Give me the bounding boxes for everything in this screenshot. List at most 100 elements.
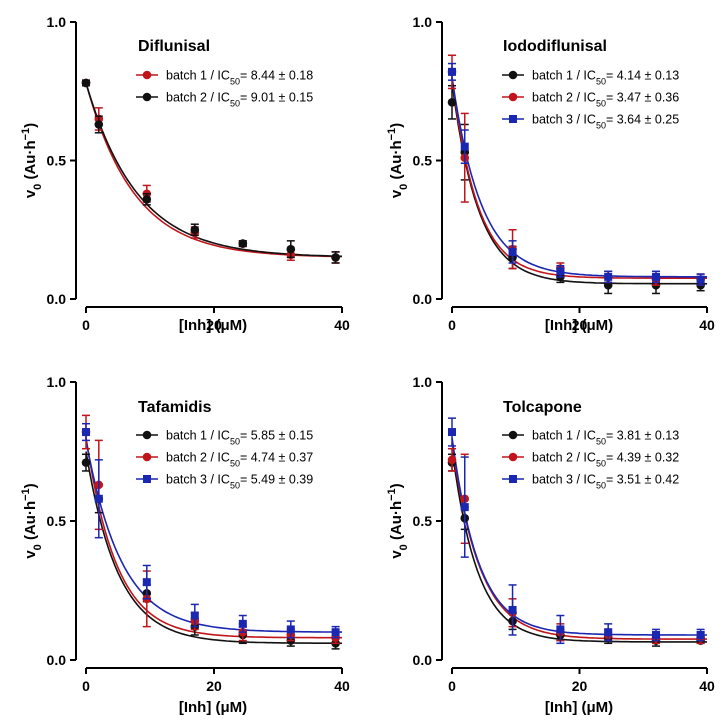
legend-label: batch 1 / IC50= 3.81 ± 0.13 [532, 429, 679, 447]
panel-title: Tafamidis [138, 399, 212, 416]
y-axis-label: v0 (Au·h−1) [386, 123, 410, 198]
legend-label: batch 2 / IC50= 9.01 ± 0.15 [166, 91, 313, 109]
data-point [460, 503, 469, 512]
panel-title: Tolcapone [503, 399, 582, 416]
data-point [286, 244, 296, 254]
y-tick-label: 0.5 [47, 513, 67, 529]
fit-curve [451, 82, 708, 285]
data-point [238, 239, 248, 248]
y-tick-label: 0.0 [47, 291, 67, 307]
data-point [508, 247, 517, 256]
y-tick-label: 0.5 [413, 513, 433, 529]
y-tick-label: 0.5 [47, 153, 67, 169]
fit-curve [451, 448, 707, 643]
data-point [447, 98, 457, 107]
fit-curve [85, 440, 343, 633]
fit-curve [451, 437, 707, 636]
data-point [142, 578, 151, 587]
legend-marker [508, 430, 518, 440]
x-tick-label: 0 [82, 317, 90, 333]
legend-label: batch 3 / IC50= 5.49 ± 0.39 [166, 473, 313, 491]
legend-marker [508, 70, 518, 80]
panel-tolcapone: Tolcapone [Inh] (μM) 0.0 0.5 1.0 0 20 40 v0 (A… [386, 374, 715, 716]
panel-title: Diflunisal [138, 38, 210, 55]
y-axis-label: v0 (Au·h−1) [20, 483, 44, 558]
data-point [556, 625, 565, 634]
legend-marker [508, 452, 518, 462]
legend-marker [508, 92, 518, 102]
x-tick-label: 0 [448, 678, 456, 694]
x-tick-label: 40 [334, 678, 350, 694]
y-axis-label: v0 (Au·h−1) [386, 483, 410, 558]
x-tick-label: 20 [206, 317, 222, 333]
legend-marker [142, 92, 152, 102]
y-tick-label: 1.0 [413, 14, 433, 30]
data-point [556, 267, 565, 276]
data-point [190, 611, 199, 620]
x-tick-label: 20 [206, 678, 222, 694]
data-point [94, 494, 103, 503]
fit-curve [85, 82, 343, 258]
x-tick-label: 40 [699, 678, 715, 694]
data-point [82, 428, 90, 437]
legend-label: batch 1 / IC50= 5.85 ± 0.15 [166, 429, 313, 447]
y-tick-label: 1.0 [413, 374, 433, 390]
y-tick-label: 0.0 [47, 652, 67, 668]
fit-curve [451, 443, 707, 640]
data-point [696, 630, 705, 639]
data-point [604, 628, 613, 637]
fit-curve [85, 437, 342, 639]
x-axis-label: [Inh] (μM) [545, 317, 613, 334]
data-point [81, 78, 91, 88]
legend-label: batch 1 / IC50= 8.44 ± 0.18 [166, 69, 313, 87]
data-point [286, 625, 295, 634]
data-point [238, 619, 247, 628]
fit-curve [85, 451, 343, 645]
legend-marker [142, 452, 152, 462]
data-point [652, 272, 660, 281]
data-point [448, 428, 456, 437]
data-point [142, 194, 152, 204]
data-point [331, 628, 340, 637]
y-tick-label: 1.0 [47, 374, 67, 390]
legend-label: batch 2 / IC50= 3.47 ± 0.36 [532, 91, 679, 109]
x-tick-label: 20 [572, 317, 588, 333]
data-point [604, 272, 613, 281]
panel-iododiflunisal: Iododiflunisal [Inh] (μM) 0.0 0.5 1.0 0 20 40… [386, 14, 715, 334]
y-tick-label: 0.5 [413, 153, 433, 169]
legend-label: batch 3 / IC50= 3.64 ± 0.25 [532, 113, 679, 131]
x-tick-label: 0 [82, 678, 90, 694]
x-tick-label: 20 [572, 678, 588, 694]
data-point [190, 225, 200, 235]
legend-marker [509, 475, 517, 483]
legend-label: batch 3 / IC50= 3.51 ± 0.42 [532, 473, 679, 491]
data-point [447, 455, 457, 465]
data-point [508, 605, 517, 614]
y-tick-label: 0.0 [413, 291, 433, 307]
legend-label: batch 1 / IC50= 4.14 ± 0.13 [532, 69, 679, 87]
data-point [331, 253, 340, 262]
x-axis-label: [Inh] (μM) [545, 699, 613, 716]
y-tick-label: 1.0 [47, 14, 67, 30]
panel-title: Iododiflunisal [503, 38, 607, 55]
x-axis-label: [Inh] (μM) [179, 317, 247, 334]
fit-curve [451, 77, 707, 278]
legend-marker [142, 430, 152, 440]
y-tick-label: 0.0 [413, 652, 433, 668]
fit-curve [85, 82, 343, 258]
legend-marker [143, 475, 151, 483]
x-tick-label: 40 [334, 317, 350, 333]
x-tick-label: 40 [699, 317, 715, 333]
legend-marker [509, 115, 517, 123]
y-axis-label: v0 (Au·h−1) [20, 123, 44, 198]
legend-label: batch 2 / IC50= 4.74 ± 0.37 [166, 451, 313, 469]
x-axis-label: [Inh] (μM) [179, 699, 247, 716]
x-tick-label: 0 [448, 317, 456, 333]
panel-diflunisal: Diflunisal [Inh] (μM) 0.0 0.5 1.0 0 20 40 v0 (… [20, 14, 350, 334]
data-point [94, 120, 104, 129]
data-point [652, 630, 660, 639]
legend-marker [142, 70, 152, 80]
legend-label: batch 2 / IC50= 4.39 ± 0.32 [532, 451, 679, 469]
data-point [460, 142, 469, 151]
